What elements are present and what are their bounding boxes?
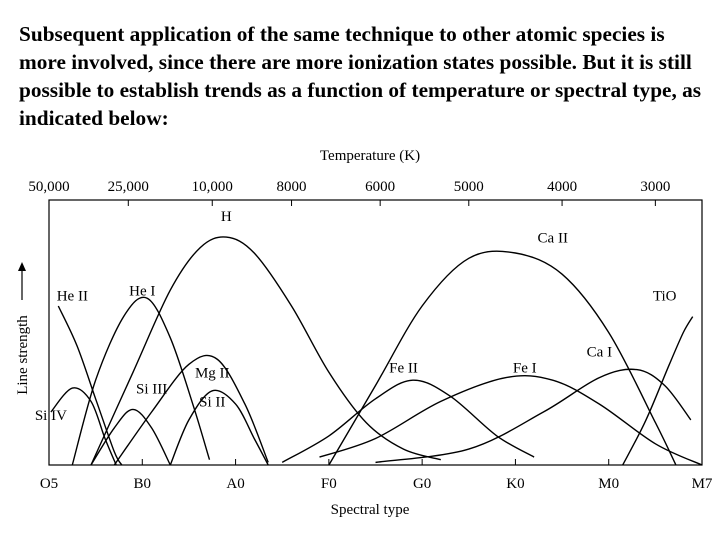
y-axis-label: Line strength [15, 315, 31, 395]
curve-label-ca-i: Ca I [587, 344, 612, 360]
curve-fe-ii [281, 379, 535, 464]
curve-he-ii [57, 305, 123, 466]
spectral-label-m0: M0 [598, 476, 619, 492]
x-axis-label: Spectral type [331, 502, 410, 518]
spectral-label-b0: B0 [134, 476, 152, 492]
temperature-label-10-000: 10,000 [192, 179, 233, 195]
curve-ca-ii [328, 250, 677, 466]
temperature-tick-group: 50,000 25,000 10,000 8000 6000 5000 4000 3000 [28, 179, 670, 206]
spectral-label-f0: F0 [321, 476, 337, 492]
plot-frame [48, 199, 703, 466]
curve-label-he-ii: He II [57, 289, 88, 305]
curve-label-fe-i: Fe I [513, 360, 537, 376]
curve-mg-ii [113, 354, 269, 466]
curve-si-ii [169, 389, 269, 466]
spectral-label-a0: A0 [226, 476, 244, 492]
curve-label-he-i: He I [129, 283, 155, 299]
curve-he-i [71, 296, 211, 466]
curve-label-group: H He II He I Si IV Si III Si II Mg II Ca II Fe I… [35, 209, 677, 424]
y-axis-arrow [18, 262, 26, 300]
intro-paragraph: Subsequent application of the same techn… [19, 22, 702, 130]
curve-label-si-iv: Si IV [35, 408, 67, 424]
curve-ca-i [375, 368, 692, 464]
curve-si-iii [90, 408, 171, 466]
curve-group [50, 236, 703, 466]
temperature-label-3000: 3000 [640, 179, 670, 195]
temperature-label-25-000: 25,000 [108, 179, 149, 195]
curve-label-si-iii: Si III [136, 381, 167, 397]
curve-fe-i [319, 374, 703, 466]
temperature-label-5000: 5000 [454, 179, 484, 195]
spectral-label-g0: G0 [413, 476, 431, 492]
curve-h [90, 236, 441, 466]
spectral-label-o5: O5 [40, 476, 58, 492]
curve-si-iv [50, 387, 117, 466]
curve-label-si-ii: Si II [199, 395, 225, 411]
spectral-label-k0: K0 [506, 476, 524, 492]
curve-label-mg-ii: Mg II [195, 366, 230, 382]
curve-tio [622, 316, 694, 466]
spectral-label-m7: M7 [692, 476, 713, 492]
temperature-label-6000: 6000 [365, 179, 395, 195]
curve-label-ca-ii: Ca II [538, 230, 568, 246]
curve-label-tio: TiO [653, 289, 677, 305]
curve-label-fe-ii: Fe II [389, 360, 418, 376]
top-axis-label: Temperature (K) [320, 148, 420, 164]
temperature-label-8000: 8000 [277, 179, 307, 195]
curve-label-h: H [221, 209, 232, 225]
temperature-label-50-000: 50,000 [28, 179, 69, 195]
temperature-label-4000: 4000 [547, 179, 577, 195]
spectral-tick-group: O5 B0 A0 F0 G0 K0 M0 M7 [40, 459, 713, 492]
